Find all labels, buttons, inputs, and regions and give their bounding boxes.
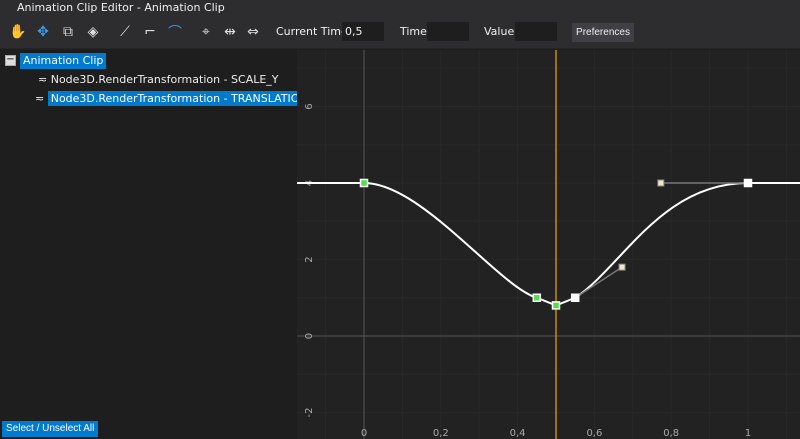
linear-tool-icon[interactable]: ⟋ <box>120 24 130 40</box>
y-tick-label: 0 <box>304 333 315 339</box>
tangent-line <box>574 266 623 299</box>
fit-horizontal-tool-icon[interactable]: ⇹ <box>224 24 236 40</box>
animation-curve <box>297 182 800 307</box>
x-tick-label: 0,6 <box>586 428 602 439</box>
x-tick-label: 0 <box>361 428 367 439</box>
collapse-icon[interactable]: − <box>5 54 16 66</box>
x-tick-label: 0,4 <box>510 428 526 439</box>
time-input[interactable] <box>427 22 469 41</box>
value-label: Value <box>484 25 515 38</box>
x-tick-label: 0,8 <box>663 428 679 439</box>
y-tick-label: 2 <box>304 256 315 262</box>
toolbar: ✋ ✥ ⧉ ◈ ⟋ ⌐ ⌒ ⌖ ⇹ ⇔ Current Time 0,5 Time Value Prefer… <box>0 16 800 49</box>
keyframe-point[interactable] <box>570 293 580 302</box>
tangent-handle[interactable] <box>657 179 665 187</box>
move-tool-icon[interactable]: ✥ <box>37 24 49 40</box>
keyframe-tool-icon[interactable]: ◈ <box>87 24 99 40</box>
track-item-scale-y[interactable]: ≂ Node3D.RenderTransformation - SCALE_Y <box>38 73 279 86</box>
y-tick-label: 6 <box>304 103 315 109</box>
keyframe-point[interactable] <box>743 178 753 188</box>
current-time-label: Current Time <box>276 25 348 38</box>
tree-root-animation-clip[interactable]: Animation Clip <box>20 53 107 69</box>
track-icon: ≂ <box>35 92 48 105</box>
expand-tool-icon[interactable]: ⇔ <box>247 24 259 40</box>
window-title: Animation Clip Editor - Animation Clip <box>0 0 800 16</box>
time-label: Time <box>400 25 427 38</box>
preferences-button[interactable]: Preferences <box>572 23 634 42</box>
x-tick-label: 0,2 <box>433 428 449 439</box>
bezier-tool-icon[interactable]: ⌒ <box>168 25 182 41</box>
tangent-handle[interactable] <box>618 263 626 271</box>
center-tool-icon[interactable]: ⌖ <box>202 24 210 40</box>
y-tick-label: -2 <box>304 408 315 418</box>
current-time-input[interactable]: 0,5 <box>342 22 384 41</box>
pan-hand-tool-icon[interactable]: ✋ <box>9 24 27 40</box>
keyframe-point[interactable] <box>359 178 369 188</box>
step-tool-icon[interactable]: ⌐ <box>144 24 156 40</box>
select-unselect-all-button[interactable]: Select / Unselect All <box>2 421 99 437</box>
value-input[interactable] <box>515 22 557 41</box>
scale-tool-icon[interactable]: ⧉ <box>63 24 73 40</box>
track-tree: − Animation Clip ≂ Node3D.RenderTransfor… <box>0 50 323 439</box>
track-icon: ≂ <box>38 73 51 86</box>
keyframe-point[interactable] <box>532 293 542 302</box>
keyframe-point[interactable] <box>551 301 561 310</box>
x-tick-label: 1 <box>745 428 751 439</box>
track-item-translation-y[interactable]: ≂ Node3D.RenderTransformation - TRANSLAT… <box>35 91 323 107</box>
